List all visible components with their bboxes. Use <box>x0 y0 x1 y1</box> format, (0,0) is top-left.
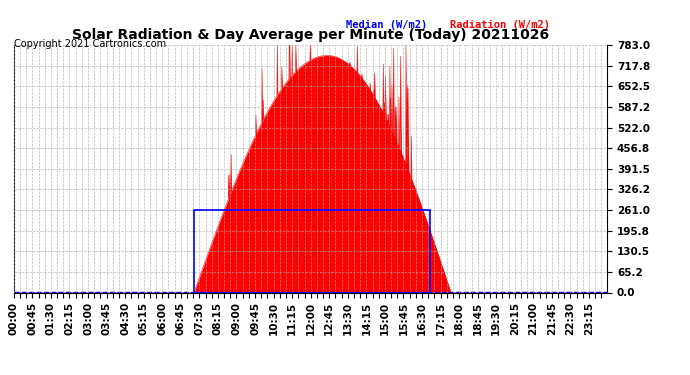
Text: Radiation (W/m2): Radiation (W/m2) <box>450 20 550 30</box>
Bar <box>194 210 431 292</box>
Text: Median (W/m2): Median (W/m2) <box>346 20 427 30</box>
Text: Copyright 2021 Cartronics.com: Copyright 2021 Cartronics.com <box>14 39 166 50</box>
Title: Solar Radiation & Day Average per Minute (Today) 20211026: Solar Radiation & Day Average per Minute… <box>72 28 549 42</box>
